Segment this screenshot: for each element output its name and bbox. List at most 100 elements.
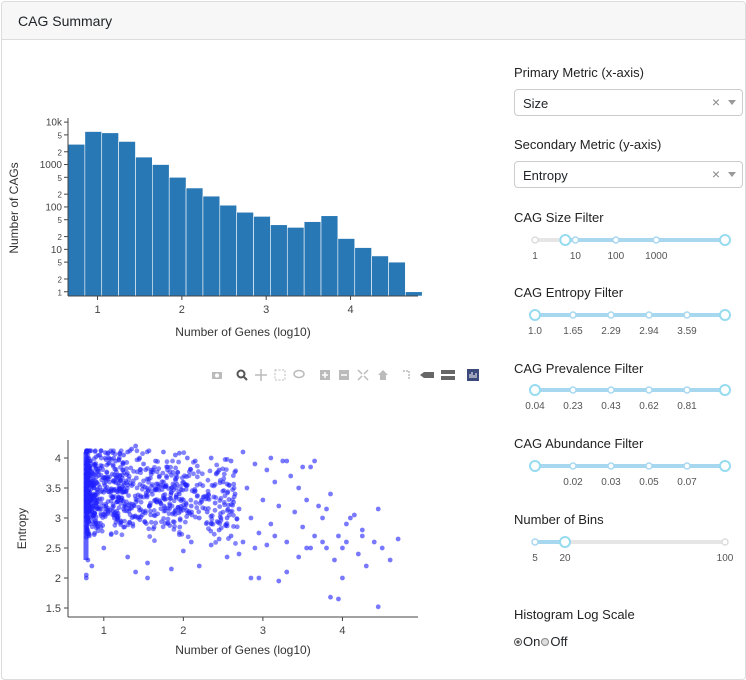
scatter-point: [256, 530, 262, 536]
entropy-filter-slider[interactable]: 1.0 1.65 2.29 2.94 3.59: [514, 305, 744, 341]
secondary-metric-select[interactable]: Entropy ×: [514, 161, 743, 188]
scatter-point: [161, 479, 166, 485]
chevron-down-icon[interactable]: [728, 172, 736, 177]
histogram-bar: [101, 132, 119, 297]
scatter-point: [264, 542, 270, 548]
scatter-point: [231, 481, 237, 487]
scatter-point: [344, 539, 349, 545]
slider-mark-label: 10: [570, 251, 582, 262]
plotly-logo-icon[interactable]: [467, 369, 479, 381]
scatter-point: [185, 534, 191, 540]
slider-handle[interactable]: [719, 309, 731, 321]
slider-dot: [683, 311, 691, 319]
box-select-icon[interactable]: [274, 369, 286, 381]
scatter-point: [106, 489, 112, 495]
scatter-point: [208, 513, 214, 519]
chevron-down-icon[interactable]: [728, 100, 736, 105]
zoom-in-icon[interactable]: [320, 370, 330, 380]
scatter-point: [221, 488, 227, 494]
slider-mark-label: 0.81: [677, 401, 697, 412]
scatter-point: [196, 563, 202, 569]
scatter-point: [110, 512, 115, 518]
scatter-point: [252, 461, 258, 467]
slider-mark-label: 0.02: [563, 477, 583, 488]
slider-handle[interactable]: [719, 384, 731, 396]
histogram-chart[interactable]: 1 2 5 10 2 5 100 2 5 1000 2 5 10k 1 2 3 4 Number of Genes…: [2, 40, 507, 350]
size-filter-slider[interactable]: 1 10 100 1000: [514, 230, 744, 266]
hover-compare-icon[interactable]: [441, 370, 455, 380]
reset-axes-icon[interactable]: [378, 370, 388, 380]
spike-lines-icon[interactable]: [403, 370, 410, 380]
autoscale-icon[interactable]: [357, 369, 369, 381]
log-scale-on-radio[interactable]: [514, 637, 522, 646]
scatter-point: [215, 520, 221, 525]
hover-closest-icon[interactable]: [420, 372, 434, 378]
abundance-filter-slider[interactable]: 0.02 0.03 0.05 0.07: [514, 456, 744, 492]
zoom-icon[interactable]: [236, 369, 248, 381]
prevalence-filter-slider[interactable]: 0.04 0.23 0.43 0.62 0.81: [514, 380, 744, 416]
scatter-point: [169, 485, 174, 491]
entropy-filter-label: CAG Entropy Filter: [514, 285, 624, 300]
scatter-point: [211, 483, 217, 489]
y-tick-label: 1.5: [46, 603, 61, 615]
scatter-point: [133, 496, 139, 502]
scatter-point: [221, 471, 227, 477]
y-tick-label: 100: [45, 202, 62, 213]
log-scale-on-label[interactable]: On: [523, 634, 541, 649]
scatter-chart[interactable]: 1.5 2 2.5 3 3.5 4 1 2 3 4 Number of Genes (log10) E…: [2, 434, 507, 669]
slider-handle[interactable]: [529, 384, 541, 396]
scatter-point: [126, 505, 132, 511]
scatter-point: [156, 466, 162, 472]
scatter-point: [193, 514, 198, 520]
slider-handle[interactable]: [559, 536, 571, 548]
x-tick-label: 3: [263, 304, 269, 316]
scatter-point: [387, 557, 393, 563]
scatter-point: [176, 491, 182, 497]
zoom-out-icon[interactable]: [339, 370, 349, 380]
scatter-point: [213, 539, 219, 545]
slider-handle[interactable]: [719, 234, 731, 246]
scatter-point: [99, 528, 105, 534]
scatter-point: [182, 519, 188, 525]
slider-handle[interactable]: [529, 309, 541, 321]
slider-handle[interactable]: [559, 234, 572, 246]
scatter-point: [91, 462, 97, 468]
scatter-point: [118, 500, 124, 506]
primary-metric-select[interactable]: Size ×: [514, 89, 743, 116]
pan-icon[interactable]: [255, 369, 267, 381]
histogram-bar: [219, 204, 237, 297]
plot-modebar[interactable]: [207, 366, 487, 384]
scatter-point: [218, 511, 223, 516]
scatter-point: [225, 489, 231, 495]
camera-icon[interactable]: [212, 372, 222, 379]
y-tick-label: 5: [58, 259, 63, 268]
scatter-point: [180, 497, 186, 503]
prevalence-filter-label: CAG Prevalence Filter: [514, 361, 644, 376]
log-scale-off-label[interactable]: Off: [550, 634, 568, 649]
scatter-point: [170, 511, 176, 517]
clear-icon[interactable]: ×: [711, 94, 720, 110]
slider-mark-label: 1000: [645, 251, 668, 262]
slider-handle[interactable]: [529, 460, 541, 472]
scatter-point: [172, 476, 178, 482]
scatter-point: [230, 487, 236, 493]
scatter-point: [92, 449, 98, 454]
scatter-point: [133, 475, 139, 481]
slider-handle[interactable]: [719, 460, 731, 472]
slider-dot: [607, 386, 615, 394]
scatter-point: [199, 471, 205, 477]
scatter-point: [395, 536, 401, 542]
scatter-point: [182, 473, 187, 479]
scatter-point: [276, 578, 282, 584]
scatter-point: [119, 489, 125, 495]
scatter-point: [207, 468, 213, 474]
log-scale-off-radio[interactable]: [541, 637, 550, 646]
scatter-point: [230, 497, 235, 503]
bins-slider[interactable]: 5 20 100: [514, 532, 744, 568]
clear-icon[interactable]: ×: [711, 166, 720, 182]
scatter-point: [186, 473, 192, 479]
lasso-icon[interactable]: [293, 369, 305, 379]
scatter-point: [153, 458, 158, 464]
slider-dot: [607, 462, 615, 470]
histogram-bar: [320, 215, 339, 297]
